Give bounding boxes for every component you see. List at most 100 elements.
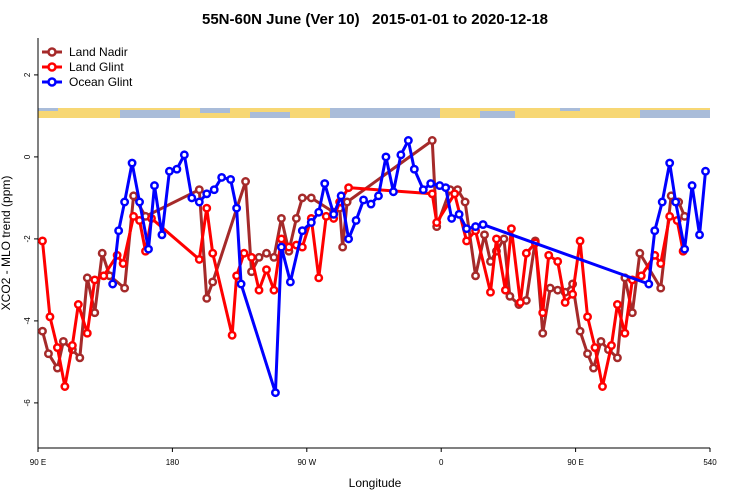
data-point	[441, 183, 451, 193]
data-point	[409, 164, 419, 174]
data-point	[90, 275, 100, 285]
data-point	[135, 197, 144, 207]
data-point	[202, 189, 212, 199]
data-point	[120, 197, 130, 207]
data-point	[276, 213, 286, 223]
data-point	[598, 382, 607, 391]
legend-label: Land Nadir	[69, 45, 128, 59]
data-point	[45, 312, 55, 322]
data-point	[657, 197, 667, 207]
data-point	[342, 197, 352, 207]
data-point	[208, 248, 218, 258]
data-point	[583, 349, 592, 359]
series	[38, 136, 690, 373]
data-point	[388, 187, 398, 197]
data-point	[695, 230, 704, 240]
data-point	[553, 257, 563, 266]
data-point	[247, 252, 256, 262]
data-point	[67, 341, 77, 350]
x-tick-label: 540	[703, 458, 717, 467]
data-point	[60, 382, 70, 391]
data-point	[627, 308, 637, 318]
data-point	[499, 234, 509, 244]
data-point	[97, 248, 107, 258]
data-point	[560, 298, 570, 307]
data-point	[129, 191, 139, 201]
data-point	[38, 236, 47, 246]
data-point	[656, 283, 666, 293]
data-point	[172, 164, 182, 174]
data-point	[276, 234, 286, 244]
data-point	[82, 273, 92, 283]
data-point	[269, 285, 279, 295]
data-point	[665, 158, 675, 168]
data-point	[427, 136, 437, 145]
y-axis-label: XCO2 - MLO trend (ppm)	[0, 176, 13, 311]
x-tick-label: 90 E	[30, 458, 46, 467]
data-point	[381, 152, 391, 162]
data-point	[157, 230, 167, 240]
data-point	[538, 308, 548, 318]
data-point	[236, 279, 246, 289]
data-point	[194, 185, 204, 195]
data-point	[232, 271, 242, 281]
x-axis-label: Longitude	[349, 476, 402, 490]
data-point	[232, 203, 242, 213]
data-point	[262, 248, 271, 258]
data-point	[164, 166, 174, 176]
data-point	[344, 234, 354, 244]
legend-label: Land Glint	[69, 60, 124, 74]
data-point	[336, 191, 346, 201]
data-point	[521, 248, 531, 258]
y-tick-label: -2	[23, 235, 32, 243]
data-point	[270, 388, 280, 398]
data-point	[209, 185, 219, 195]
data-point	[432, 218, 442, 227]
data-point	[344, 183, 354, 193]
data-point	[276, 242, 286, 252]
data-point	[462, 224, 472, 234]
data-point	[129, 211, 139, 221]
land-ocean-strip	[38, 108, 710, 118]
data-point	[99, 271, 109, 281]
data-point	[254, 252, 264, 262]
y-tick-label: 2	[23, 72, 32, 77]
data-point	[471, 222, 480, 232]
data-point	[144, 244, 153, 254]
data-point	[553, 285, 563, 295]
data-point	[320, 179, 330, 189]
data-point	[403, 136, 413, 145]
data-point	[297, 193, 307, 203]
data-point	[82, 328, 92, 338]
data-point	[314, 273, 324, 283]
data-point	[75, 353, 85, 363]
data-point	[262, 265, 271, 275]
data-point	[671, 197, 681, 207]
data-point	[396, 150, 406, 160]
data-point	[589, 363, 598, 373]
data-point	[90, 308, 100, 318]
data-point	[202, 293, 212, 303]
data-point	[44, 349, 53, 359]
data-point	[297, 226, 307, 236]
data-point	[208, 277, 218, 287]
data-point	[359, 195, 368, 205]
data-point	[374, 191, 383, 201]
y-tick-label: -4	[23, 317, 32, 325]
data-point	[314, 207, 324, 217]
data-point	[291, 213, 301, 223]
x-tick-label: 90 W	[297, 458, 316, 467]
data-point	[606, 341, 616, 350]
data-point	[285, 277, 295, 287]
data-point	[426, 179, 436, 189]
data-point	[454, 209, 464, 219]
data-point	[680, 244, 690, 254]
data-point	[450, 189, 460, 199]
data-point	[108, 279, 118, 289]
data-point	[612, 353, 622, 363]
data-point	[583, 312, 592, 322]
data-point	[306, 218, 316, 227]
data-point	[150, 181, 159, 191]
data-point	[656, 259, 666, 268]
